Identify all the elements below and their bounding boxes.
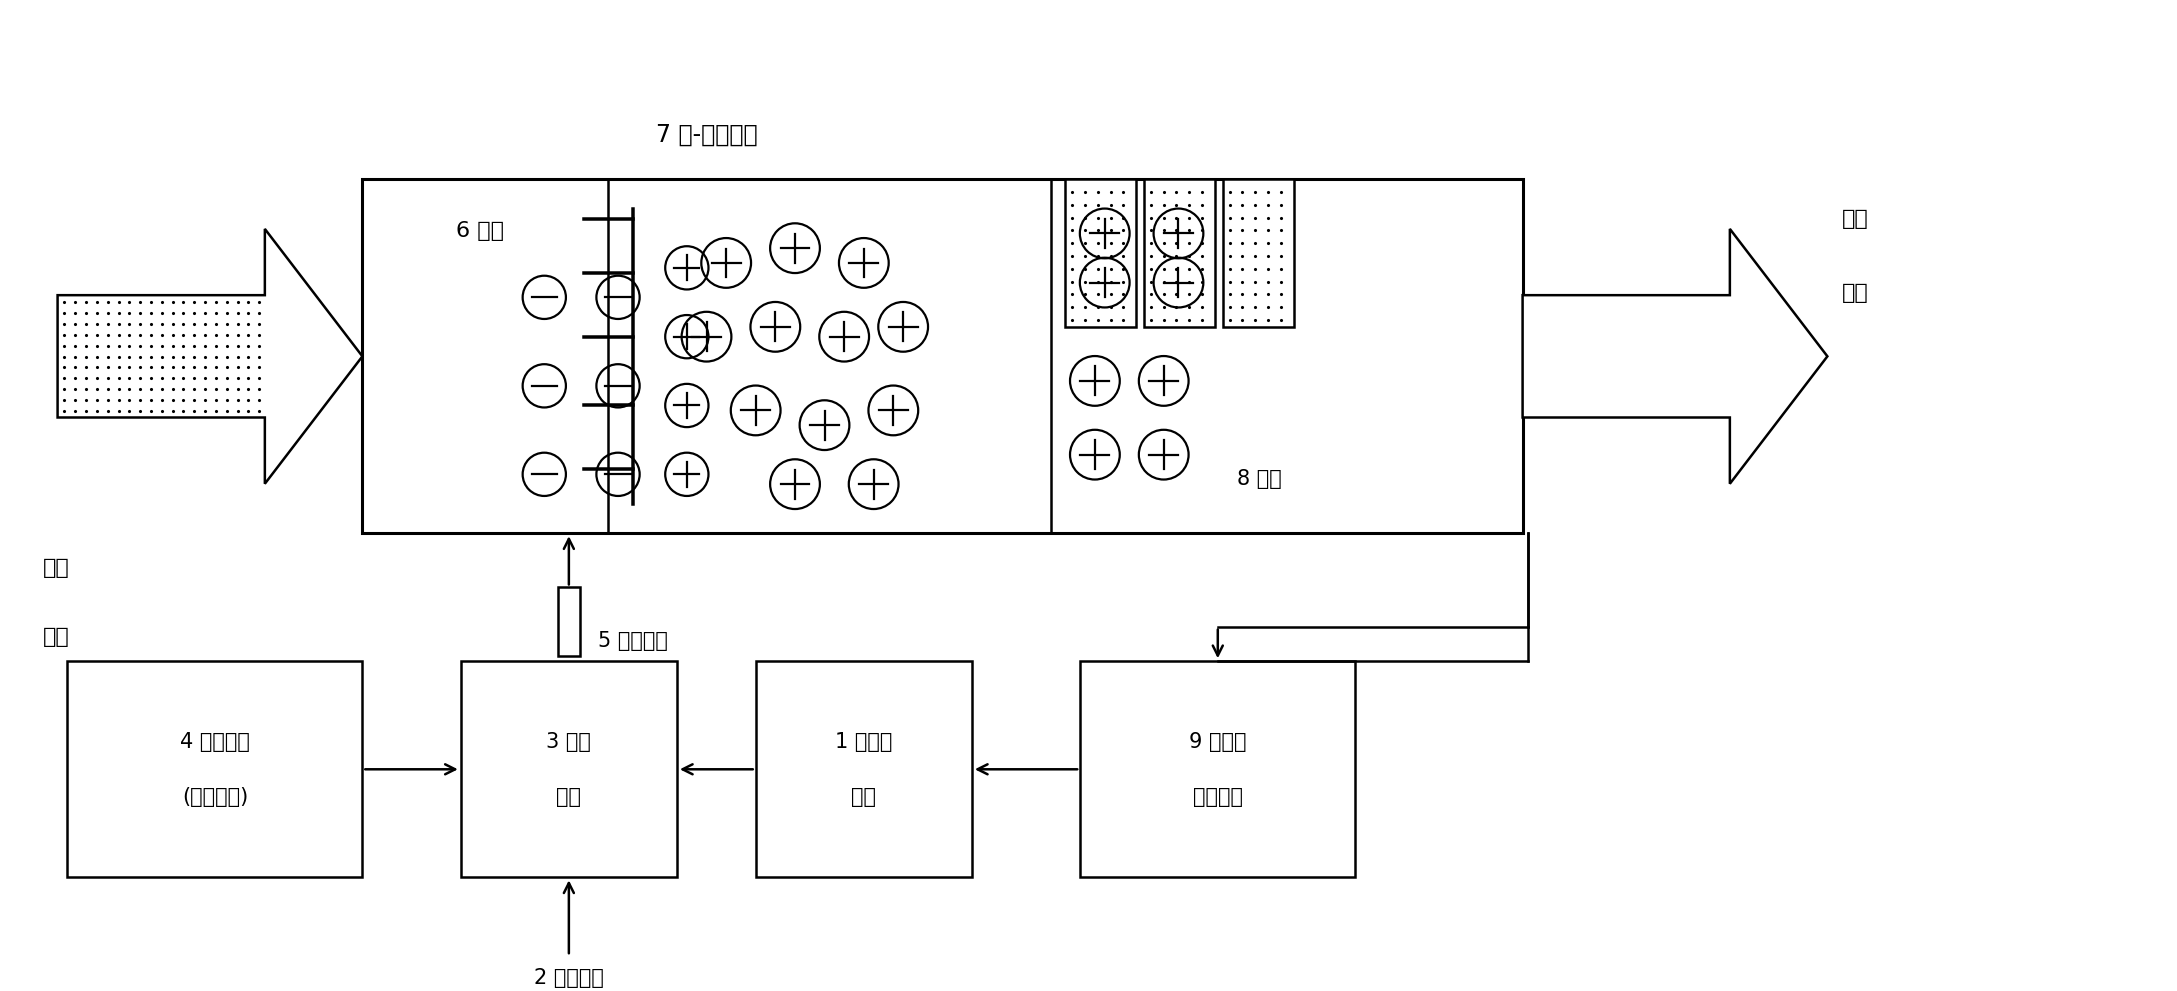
Bar <box>1080 661 1356 877</box>
Text: 2 压缩空气: 2 压缩空气 <box>533 968 603 988</box>
Text: 烟气: 烟气 <box>1842 282 1868 302</box>
Text: 喷枪: 喷枪 <box>557 787 581 807</box>
Bar <box>755 661 971 877</box>
Text: 清洁: 清洁 <box>1842 209 1868 229</box>
Text: 容器: 容器 <box>851 787 877 807</box>
Text: 4 高压电源: 4 高压电源 <box>181 731 250 752</box>
Text: 分离回收: 分离回收 <box>1193 787 1243 807</box>
Text: 烟气: 烟气 <box>44 626 70 647</box>
Text: 含尘: 含尘 <box>44 558 70 578</box>
Polygon shape <box>57 229 361 484</box>
Bar <box>361 179 1522 533</box>
Bar <box>462 661 677 877</box>
Bar <box>1145 179 1215 327</box>
Text: 8 袋区: 8 袋区 <box>1237 470 1282 490</box>
Text: 1 吸附剂: 1 吸附剂 <box>836 731 893 752</box>
Bar <box>1223 179 1293 327</box>
Text: (正极性压): (正极性压) <box>181 787 248 807</box>
Text: 7 电-袋结合区: 7 电-袋结合区 <box>655 123 758 147</box>
Bar <box>1065 179 1136 327</box>
Text: 3 荷电: 3 荷电 <box>546 731 592 752</box>
Text: 9 吸附剂: 9 吸附剂 <box>1189 731 1247 752</box>
Text: 5 绝缘喷管: 5 绝缘喷管 <box>599 631 668 651</box>
Bar <box>557 588 579 656</box>
Text: 6 电区: 6 电区 <box>455 221 503 241</box>
Polygon shape <box>1522 229 1827 484</box>
Bar <box>67 661 361 877</box>
